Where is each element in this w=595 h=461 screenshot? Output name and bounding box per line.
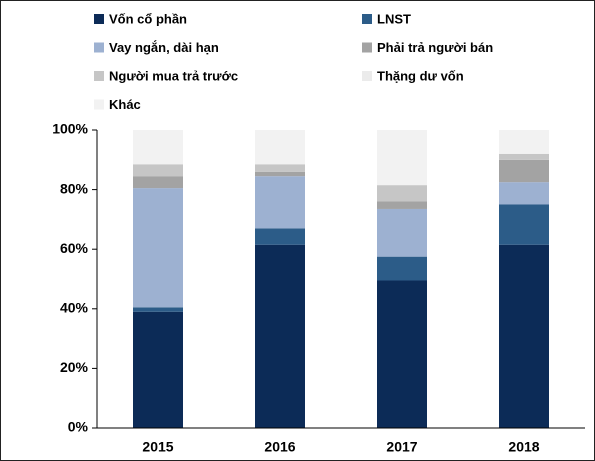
legend-label: Thặng dư vốn bbox=[377, 68, 464, 83]
bar-segment bbox=[255, 171, 305, 177]
y-tick-label: 60% bbox=[60, 240, 89, 256]
legend-label: Vay ngắn, dài hạn bbox=[109, 40, 219, 55]
bar-segment bbox=[377, 280, 427, 428]
legend-label: Vốn cổ phần bbox=[109, 11, 187, 26]
legend-swatch bbox=[94, 42, 104, 53]
bar-segment bbox=[133, 164, 183, 177]
bar-segment bbox=[377, 208, 427, 257]
bar-segment bbox=[133, 176, 183, 189]
bar-segment bbox=[377, 185, 427, 202]
bar-segment bbox=[255, 176, 305, 229]
bar-segment bbox=[133, 130, 183, 165]
y-tick-label: 40% bbox=[60, 300, 89, 316]
legend-swatch bbox=[94, 14, 104, 24]
y-tick-label: 80% bbox=[60, 180, 89, 196]
bar-segment bbox=[499, 244, 549, 428]
legend-label: LNST bbox=[377, 11, 411, 26]
legend-swatch bbox=[94, 99, 104, 110]
legend-swatch bbox=[362, 71, 372, 81]
bar-segment bbox=[499, 153, 549, 160]
legend-label: Phải trả người bán bbox=[377, 40, 493, 55]
bar-segment bbox=[499, 130, 549, 154]
bar-segment bbox=[255, 164, 305, 172]
x-tick-label: 2017 bbox=[386, 439, 417, 455]
bar-segment bbox=[499, 182, 549, 205]
legend-label: Người mua trả trước bbox=[109, 68, 238, 83]
bar-segment bbox=[255, 228, 305, 245]
y-tick-label: 0% bbox=[68, 419, 89, 435]
bar-segment bbox=[377, 256, 427, 281]
legend-swatch bbox=[94, 71, 104, 81]
bar-segment bbox=[133, 307, 183, 312]
bar-segment bbox=[255, 130, 305, 165]
legend-label: Khác bbox=[109, 97, 141, 112]
legend-swatch bbox=[362, 14, 372, 24]
bar-segment bbox=[255, 244, 305, 428]
bar-segment bbox=[377, 201, 427, 209]
bar-segment bbox=[377, 130, 427, 186]
legend-swatch bbox=[362, 42, 372, 53]
y-tick-label: 100% bbox=[52, 121, 88, 137]
bar-segment bbox=[499, 159, 549, 183]
x-tick-label: 2015 bbox=[142, 439, 173, 455]
bar-segment bbox=[499, 204, 549, 245]
x-tick-label: 2018 bbox=[508, 439, 539, 455]
y-tick-label: 20% bbox=[60, 359, 89, 375]
bar-segment bbox=[133, 311, 183, 428]
x-tick-label: 2016 bbox=[264, 439, 295, 455]
bar-segment bbox=[133, 188, 183, 308]
